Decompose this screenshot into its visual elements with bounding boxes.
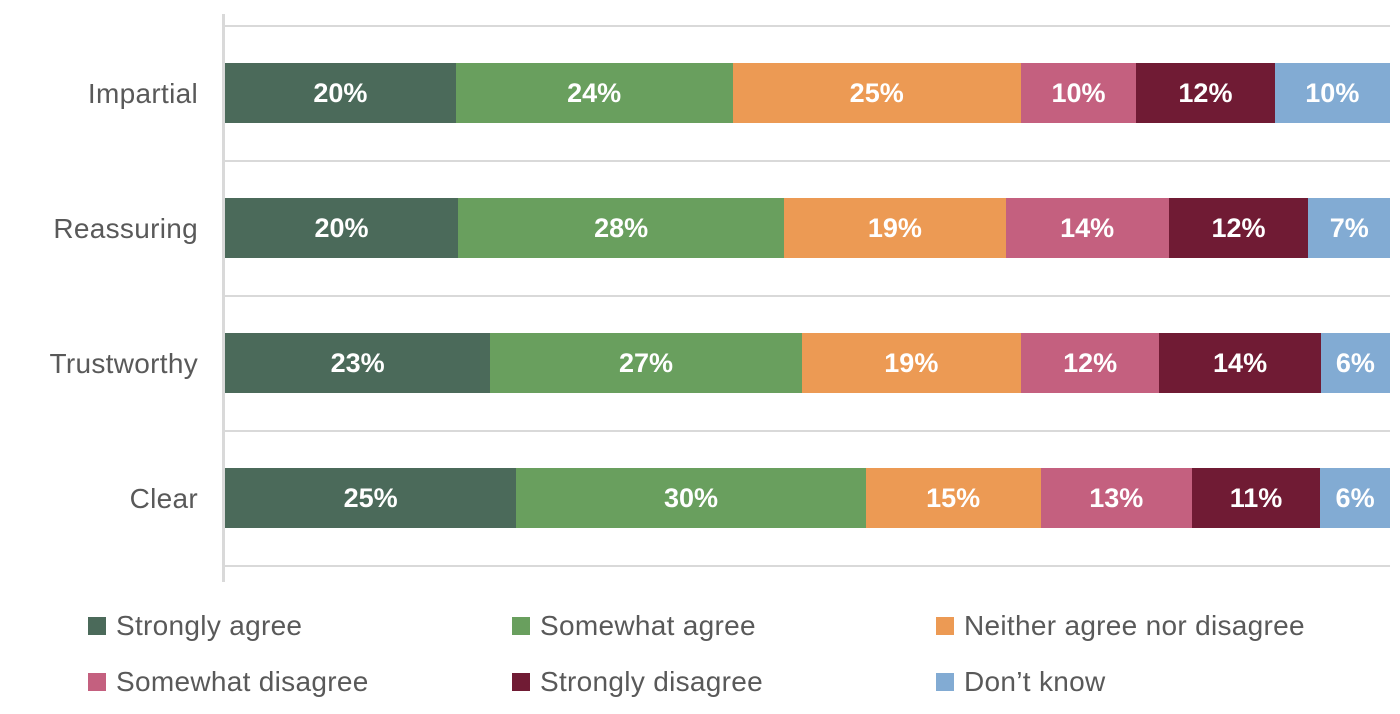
segment-neither-agree-nor-disagree: 25% (732, 63, 1021, 123)
segment-somewhat-disagree: 13% (1040, 468, 1192, 528)
data-label: 15% (926, 482, 981, 513)
data-label: 6% (1335, 482, 1375, 513)
segment-strongly-agree: 20% (225, 198, 458, 258)
segment-strongly-agree: 25% (225, 468, 517, 528)
legend-label: Neither agree nor disagree (964, 610, 1305, 641)
data-label: 24% (567, 77, 622, 108)
data-label: 20% (313, 77, 368, 108)
segment-neither-agree-nor-disagree: 15% (865, 468, 1041, 528)
category-label: Clear (129, 482, 198, 514)
data-label: 25% (343, 482, 398, 513)
segment-somewhat-disagree: 12% (1020, 333, 1160, 393)
category-band-clear: Clear 25% 30% 15% 13% 11% 6% (130, 432, 1391, 567)
segment-don-t-know: 6% (1320, 333, 1390, 393)
segment-somewhat-agree: 24% (455, 63, 733, 123)
category-band-reassuring: Reassuring 20% 28% 19% 14% 12% 7% (53, 162, 1390, 297)
segment-somewhat-disagree: 10% (1020, 63, 1137, 123)
legend-swatch-icon (512, 673, 530, 691)
legend-swatch-icon (512, 617, 530, 635)
data-label: 12% (1178, 77, 1233, 108)
segment-neither-agree-nor-disagree: 19% (801, 333, 1021, 393)
segment-neither-agree-nor-disagree: 19% (784, 198, 1006, 258)
segment-somewhat-disagree: 14% (1005, 198, 1169, 258)
stacked-bar: 23% 27% 19% 12% 14% 6% (225, 333, 1390, 393)
segment-strongly-agree: 23% (225, 333, 491, 393)
legend: Strongly agree Somewhat agree Neither agre… (88, 606, 1378, 702)
data-label: 25% (849, 77, 904, 108)
data-label: 19% (867, 212, 922, 243)
plot-area: Impartial 20% 24% 25% 10% 12% 10% Reassuring 20%… (49, 14, 1391, 582)
legend-item-strongly-agree: Strongly agree (88, 606, 512, 646)
segment-strongly-disagree: 12% (1168, 198, 1309, 258)
legend-item-strongly-disagree: Strongly disagree (512, 662, 936, 702)
segment-don-t-know: 7% (1308, 198, 1390, 258)
data-label: 13% (1089, 482, 1144, 513)
category-label: Reassuring (53, 212, 198, 244)
legend-swatch-icon (936, 617, 954, 635)
category-bands: Impartial 20% 24% 25% 10% 12% 10% Reassuring 20%… (49, 27, 1391, 567)
legend-label: Somewhat agree (540, 610, 756, 641)
data-label: 23% (330, 347, 385, 378)
data-label: 14% (1213, 347, 1268, 378)
segment-strongly-agree: 20% (225, 63, 456, 123)
data-label: 11% (1229, 482, 1283, 513)
data-label: 27% (618, 347, 674, 378)
stacked-bar: 20% 28% 19% 14% 12% 7% (225, 198, 1390, 258)
legend-swatch-icon (88, 673, 106, 691)
data-label: 28% (594, 212, 649, 243)
legend-label: Don’t know (964, 666, 1106, 697)
legend-label: Strongly agree (116, 610, 303, 641)
data-label: 12% (1211, 212, 1266, 243)
category-label: Trustworthy (49, 347, 198, 379)
data-label: 20% (314, 212, 369, 243)
legend-label: Somewhat disagree (116, 666, 369, 697)
legend-item-neither-agree-nor-disagree: Neither agree nor disagree (936, 606, 1378, 646)
legend-item-don-t-know: Don’t know (936, 662, 1378, 702)
legend-swatch-icon (88, 617, 106, 635)
legend-item-somewhat-disagree: Somewhat disagree (88, 662, 512, 702)
category-label: Impartial (87, 77, 198, 109)
data-label: 7% (1329, 212, 1369, 243)
data-label: 6% (1335, 347, 1375, 378)
segment-don-t-know: 10% (1274, 63, 1390, 123)
stacked-bar: 25% 30% 15% 13% 11% 6% (225, 468, 1391, 528)
y-axis-line (222, 14, 225, 582)
data-label: 19% (884, 347, 939, 378)
data-label: 10% (1051, 77, 1106, 108)
segment-somewhat-agree: 27% (490, 333, 802, 393)
segment-strongly-disagree: 12% (1136, 63, 1275, 123)
data-label: 12% (1063, 347, 1118, 378)
data-label: 10% (1305, 77, 1360, 108)
legend-label: Strongly disagree (540, 666, 764, 697)
segment-somewhat-agree: 28% (458, 198, 785, 258)
segment-strongly-disagree: 14% (1159, 333, 1321, 393)
data-label: 30% (663, 482, 719, 513)
legend-swatch-icon (936, 673, 954, 691)
legend-item-somewhat-agree: Somewhat agree (512, 606, 936, 646)
category-band-impartial: Impartial 20% 24% 25% 10% 12% 10% (88, 27, 1390, 162)
data-label: 14% (1060, 212, 1115, 243)
segment-strongly-disagree: 11% (1191, 468, 1321, 528)
segment-somewhat-agree: 30% (516, 468, 866, 528)
segment-don-t-know: 6% (1320, 468, 1391, 528)
category-band-trustworthy: Trustworthy 23% 27% 19% 12% 14% 6% (49, 297, 1390, 432)
stacked-bar: 20% 24% 25% 10% 12% 10% (225, 63, 1390, 123)
